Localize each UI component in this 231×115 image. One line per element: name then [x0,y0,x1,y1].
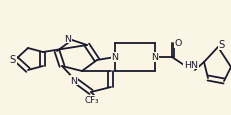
Text: N: N [64,34,71,43]
Text: HN: HN [183,60,197,69]
Text: N: N [151,53,158,62]
Text: O: O [173,39,181,48]
Text: CF₃: CF₃ [84,96,99,105]
Text: S: S [10,55,16,64]
Text: N: N [111,53,118,62]
Text: N: N [70,76,77,85]
Text: S: S [218,40,224,50]
